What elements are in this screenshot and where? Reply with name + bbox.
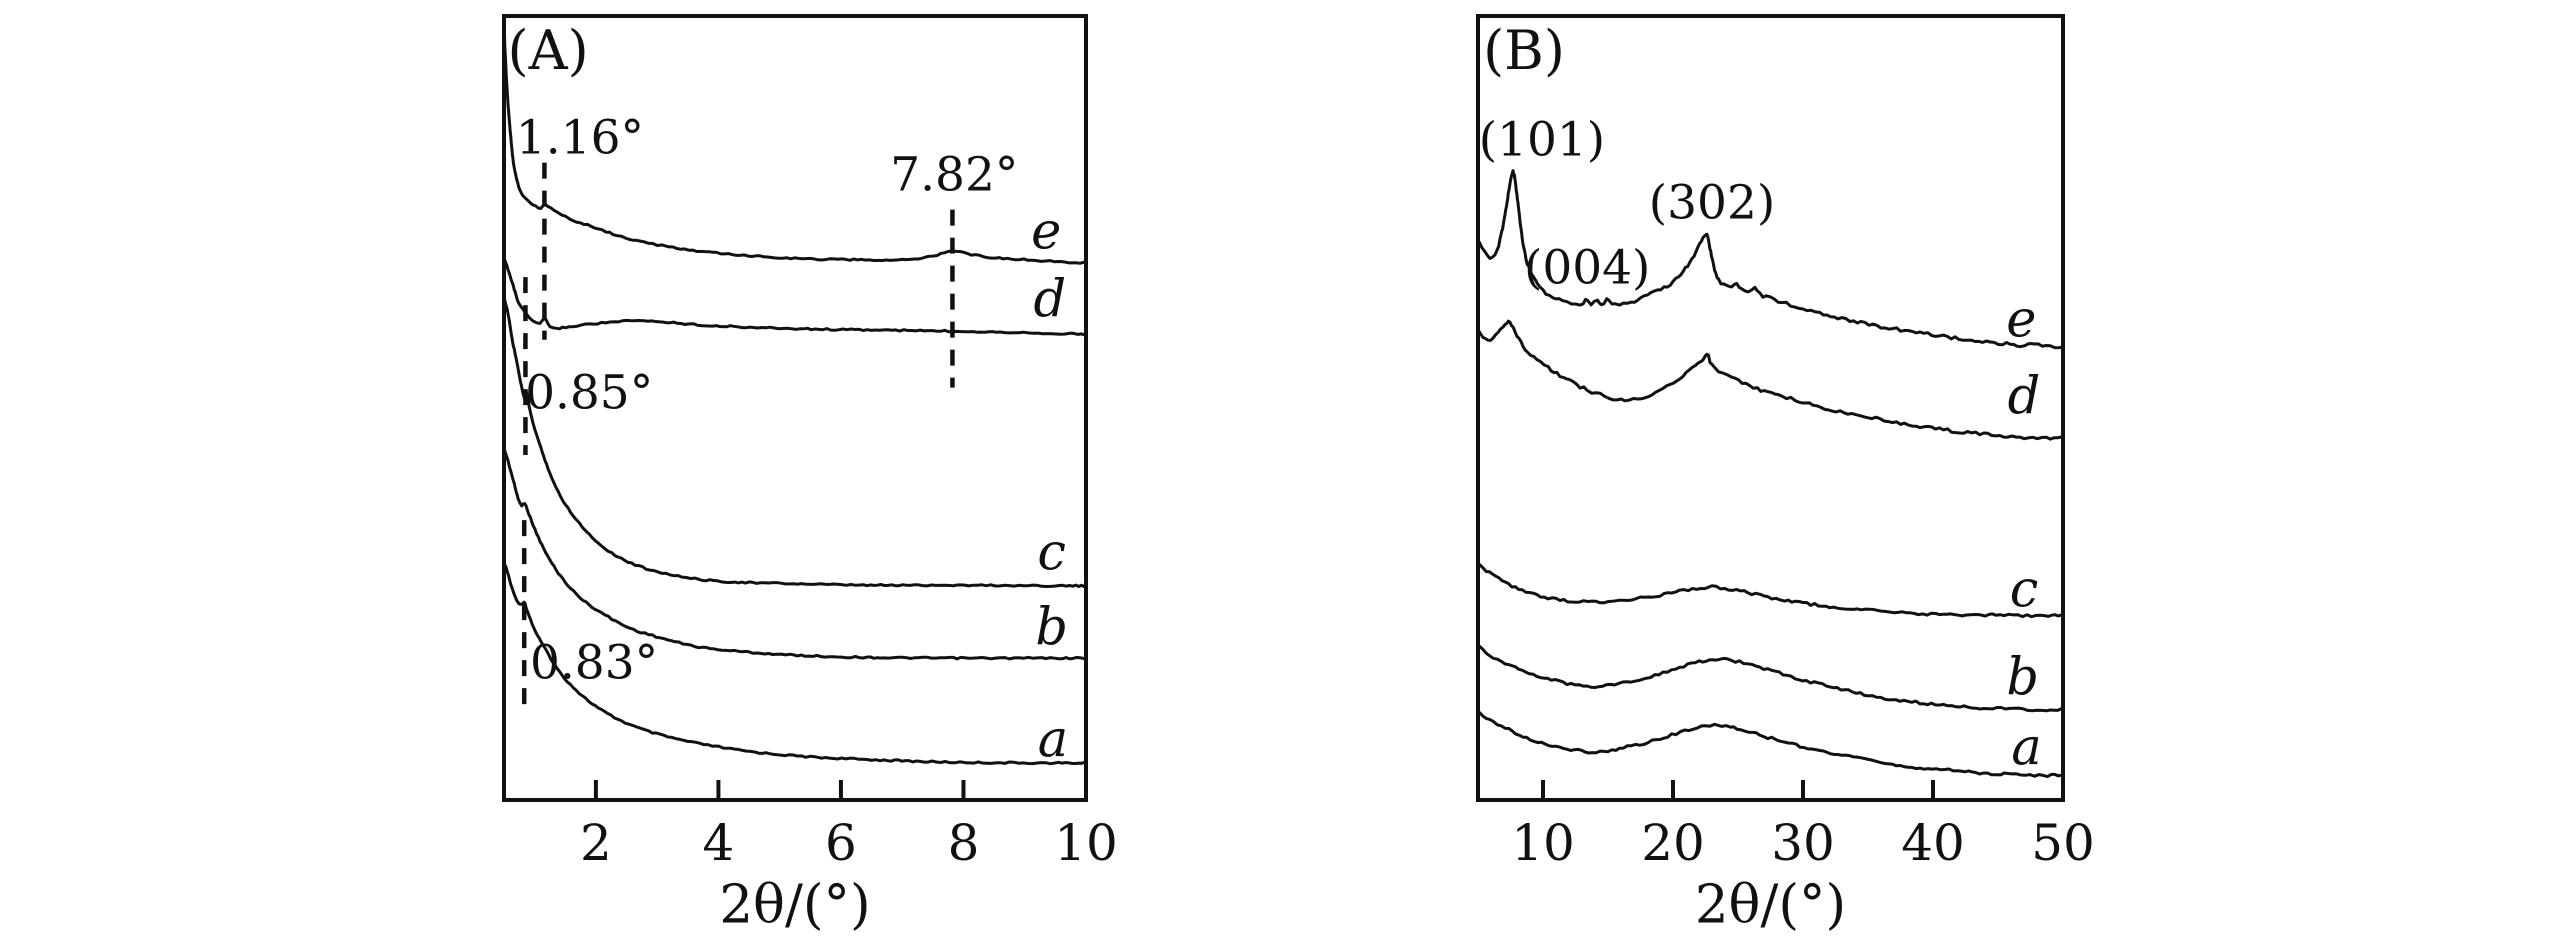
panel-a-curve-label-c: c <box>1037 523 1066 583</box>
panel-b-label: (B) <box>1483 19 1565 83</box>
panel-a-curve-label-d: d <box>1033 270 1067 330</box>
miller-index-101: (101) <box>1478 112 1606 168</box>
panel-b-curve-label-d: d <box>2007 367 2041 427</box>
panel-b-curve-label-e: e <box>2006 290 2037 350</box>
panel-a-curve-label-a: a <box>1037 710 1069 770</box>
panel-a-label: (A) <box>507 19 589 83</box>
panel-a-x-tick-6: 6 <box>825 814 857 872</box>
peak-annotation-7-82-deg: 7.82° <box>890 147 1019 203</box>
panel-a-curve-label-b: b <box>1035 598 1069 658</box>
panel-b-x-tick-30: 30 <box>1771 814 1835 872</box>
miller-index-004: (004) <box>1523 240 1651 296</box>
peak-annotation-0-83-deg: 0.83° <box>529 635 659 691</box>
peak-annotation-0-85-deg: 0.85° <box>525 365 654 421</box>
peak-annotation-1-16-deg: 1.16° <box>515 110 645 166</box>
panel-b-x-tick-50: 50 <box>2031 814 2095 872</box>
panel-b-curve-label-b: b <box>2006 648 2040 708</box>
panel-a-curve-label-e: e <box>1031 202 1062 262</box>
panel-b-x-tick-40: 40 <box>1901 814 1965 872</box>
miller-index-302: (302) <box>1648 175 1776 231</box>
panel-b-x-tick-20: 20 <box>1641 814 1705 872</box>
panel-b-x-axis-title: 2θ/(°) <box>1694 874 1847 936</box>
panel-a-x-tick-8: 8 <box>947 814 980 872</box>
panel-b-curve-label-c: c <box>2009 560 2039 620</box>
panel-a-x-axis-title: 2θ/(°) <box>719 874 871 936</box>
panel-a-x-tick-10: 10 <box>1054 814 1118 872</box>
panel-b-curve-label-a: a <box>2011 718 2042 778</box>
panel-a-x-tick-2: 2 <box>579 814 612 872</box>
panel-b-x-tick-10: 10 <box>1511 814 1575 872</box>
panel-a-x-tick-4: 4 <box>702 814 735 872</box>
